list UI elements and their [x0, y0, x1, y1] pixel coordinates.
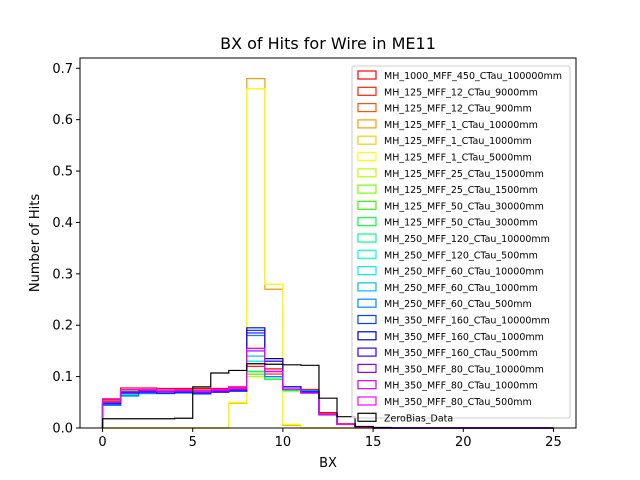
y-tick-label-1: 0.1 [52, 370, 73, 385]
chart-title: BX of Hits for Wire in ME11 [220, 34, 436, 53]
legend-swatch-14 [357, 298, 377, 308]
legend-label-20: MH_350_MFF_80_CTau_500mm [384, 397, 532, 408]
legend-swatch-11 [357, 249, 377, 259]
legend-swatch-4 [357, 135, 377, 145]
legend-label-18: MH_350_MFF_80_CTau_10000mm [384, 364, 544, 375]
legend-label-12: MH_250_MFF_60_CTau_10000mm [384, 267, 544, 278]
x-tick-label-2: 10 [275, 435, 292, 450]
legend-label-21: ZeroBias_Data [384, 413, 453, 424]
legend-label-6: MH_125_MFF_25_CTau_15000mm [384, 169, 544, 180]
legend-swatch-21 [357, 412, 377, 422]
x-tick-label-4: 20 [455, 435, 472, 450]
x-tick-label-5: 25 [545, 435, 562, 450]
y-tick-label-3: 0.3 [52, 267, 73, 282]
legend-swatch-7 [357, 184, 377, 194]
legend-swatch-18 [357, 363, 377, 373]
y-axis-label: Number of Hits [28, 194, 43, 293]
y-axis: 0.0 0.1 0.2 0.3 0.4 0.5 0.6 0.7 [52, 62, 80, 437]
legend-swatch-5 [357, 151, 377, 162]
legend-label-13: MH_250_MFF_60_CTau_1000mm [384, 283, 538, 294]
legend-swatch-2 [357, 102, 377, 113]
legend-label-4: MH_125_MFF_1_CTau_1000mm [384, 136, 532, 147]
legend-label-14: MH_250_MFF_60_CTau_500mm [384, 299, 532, 310]
legend-swatch-12 [357, 266, 377, 276]
legend-label-19: MH_350_MFF_80_CTau_1000mm [384, 381, 538, 392]
legend-label-9: MH_125_MFF_50_CTau_3000mm [384, 218, 538, 229]
legend-swatch-3 [357, 119, 377, 129]
legend-swatch-15 [357, 314, 377, 325]
legend-swatch-1 [357, 86, 377, 96]
legend-swatch-19 [357, 380, 377, 390]
legend-swatch-17 [357, 347, 377, 357]
legend-label-16: MH_350_MFF_160_CTau_1000mm [384, 332, 544, 343]
legend-entries: MH_1000_MFF_450_CTau_100000mm MH_125_MFF_… [357, 70, 562, 424]
x-tick-label-1: 5 [189, 435, 197, 450]
legend-label-5: MH_125_MFF_1_CTau_5000mm [384, 153, 532, 164]
plot-frame [79, 57, 577, 429]
x-axis: 0 5 10 15 20 25 [98, 428, 562, 450]
legend-label-1: MH_125_MFF_12_CTau_9000mm [384, 87, 538, 98]
legend-label-2: MH_125_MFF_12_CTau_900mm [384, 104, 532, 115]
x-tick-label-3: 15 [365, 435, 382, 450]
y-tick-label-6: 0.6 [52, 113, 73, 128]
legend-swatch-16 [357, 331, 377, 341]
legend-swatch-13 [357, 282, 377, 292]
legend-label-15: MH_350_MFF_160_CTau_10000mm [384, 316, 550, 327]
legend-frame [351, 65, 571, 419]
y-tick-label-7: 0.7 [52, 62, 73, 77]
legend-label-7: MH_125_MFF_25_CTau_1500mm [384, 185, 538, 196]
legend-label-11: MH_250_MFF_120_CTau_500mm [384, 250, 538, 261]
legend-swatch-0 [357, 70, 377, 80]
legend-label-3: MH_125_MFF_1_CTau_10000mm [384, 120, 538, 131]
x-axis-label: BX [319, 456, 337, 471]
legend-label-17: MH_350_MFF_160_CTau_500mm [384, 348, 538, 359]
y-tick-label-0: 0.0 [52, 422, 73, 437]
y-tick-label-4: 0.4 [52, 216, 73, 231]
legend-swatch-10 [357, 233, 377, 243]
y-tick-label-5: 0.5 [52, 165, 73, 180]
legend-swatch-6 [357, 168, 377, 178]
y-tick-label-2: 0.2 [52, 319, 73, 334]
legend-label-8: MH_125_MFF_50_CTau_30000mm [384, 201, 544, 212]
legend-swatch-8 [357, 200, 377, 210]
legend-swatch-9 [357, 217, 377, 227]
legend: MH_1000_MFF_450_CTau_100000mm MH_125_MFF_… [351, 65, 571, 424]
legend-swatch-20 [357, 396, 377, 406]
legend-label-0: MH_1000_MFF_450_CTau_100000mm [384, 71, 562, 82]
x-tick-label-0: 0 [98, 435, 106, 450]
legend-label-10: MH_250_MFF_120_CTau_10000mm [384, 234, 550, 245]
